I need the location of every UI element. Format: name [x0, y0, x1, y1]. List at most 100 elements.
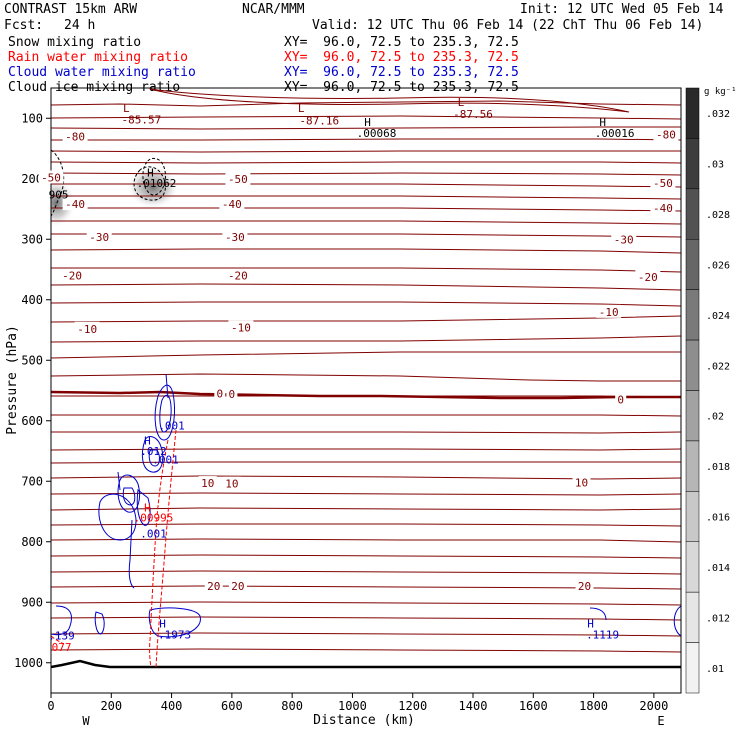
extremum-label: L	[458, 96, 465, 109]
isotherm	[51, 448, 681, 451]
extremum-label: .1119	[586, 628, 619, 641]
isotherm	[51, 301, 681, 307]
rain-water-contour	[51, 635, 65, 645]
isotherm	[51, 100, 681, 107]
isotherm	[149, 88, 630, 113]
colorbar-unit: g kg⁻¹	[704, 87, 737, 97]
extremum-label: .1973	[158, 628, 191, 641]
cloud-water-contour	[136, 489, 151, 526]
temperature-label: -40	[65, 198, 85, 211]
extremum-label: H	[599, 116, 606, 129]
isotherm	[51, 233, 681, 238]
extremum-label: H	[144, 435, 151, 448]
x-tick-label: 1600	[519, 699, 548, 713]
colorbar-tick-label: .032	[706, 109, 730, 120]
extremum-label: .00068	[357, 127, 397, 140]
colorbar-tick-label: .028	[706, 210, 730, 221]
colorbar-swatch	[685, 390, 700, 442]
extremum-label: -87.56	[453, 108, 493, 121]
y-tick-label: 1000	[14, 656, 43, 670]
isotherm	[51, 523, 681, 527]
temperature-label: -10	[77, 323, 97, 336]
init-time: Init: 12 UTC Wed 05 Feb 14	[520, 2, 724, 17]
extremum-label: 077	[52, 641, 72, 654]
isotherm	[51, 195, 681, 200]
temperature-label: -10	[231, 322, 251, 335]
isotherm	[51, 183, 681, 188]
isotherm	[51, 461, 681, 464]
cloud-water-contour	[94, 611, 105, 635]
temperature-label: -20	[62, 270, 82, 283]
colorbar-tick-label: .014	[706, 563, 730, 574]
temperature-label: -20	[228, 270, 248, 283]
temperature-label: 10	[575, 476, 588, 489]
temperature-label-bg	[59, 268, 85, 282]
y-tick-label: 500	[21, 353, 43, 367]
extremum-label: .01062	[137, 177, 177, 190]
temperature-label: -50	[41, 172, 61, 185]
cloud-water-contour	[122, 487, 136, 506]
y-tick-label: 300	[21, 232, 43, 246]
extremum-label: .00995	[134, 512, 174, 525]
isotherm	[51, 220, 681, 225]
temperature-label-bg	[635, 269, 661, 283]
extremum-label: -87.16	[299, 115, 339, 128]
temperature-label: 20	[207, 580, 220, 593]
rain-water-contour	[149, 439, 169, 668]
isotherm	[51, 373, 681, 382]
x-tick-label: 1800	[579, 699, 608, 713]
x-east-label: E	[657, 714, 664, 728]
colorbar-tick-label: .018	[706, 462, 730, 473]
forecast-label: Fcst:	[4, 18, 44, 33]
y-tick-label: 200	[21, 172, 43, 186]
extremum-label: .139	[48, 630, 75, 643]
surface-line	[51, 659, 681, 669]
temperature-label-bg	[225, 268, 251, 282]
y-tick-label: 100	[21, 111, 43, 125]
colorbar-swatch	[685, 339, 700, 391]
x-tick-label: 2000	[639, 699, 668, 713]
x-tick-label: 1000	[338, 699, 367, 713]
plot-frame	[50, 87, 682, 694]
snow-contour	[51, 149, 65, 217]
isotherm	[51, 492, 681, 496]
temperature-label-bg	[650, 175, 676, 189]
snow-contour	[133, 166, 166, 201]
colorbar-swatch	[685, 138, 700, 190]
isotherm	[51, 126, 681, 130]
y-tick-label: 400	[21, 293, 43, 307]
temperature-label: 10	[201, 477, 214, 490]
isotherm	[51, 554, 681, 559]
temperature-label-bg	[611, 232, 637, 246]
temperature-label: -50	[228, 173, 248, 186]
temperature-label-bg	[74, 321, 100, 335]
temperature-label: -20	[638, 271, 658, 284]
colorbar-tick-label: .016	[706, 513, 730, 524]
temperature-label-bg	[86, 229, 112, 243]
isotherm	[51, 315, 681, 323]
temperature-labels: -80 -80 -50 -50 -50 -40 -40 -40 -30 -30 -30 -20 -20 -…	[38, 127, 679, 593]
isotherm	[51, 475, 681, 480]
temperature-label-bg	[225, 171, 251, 185]
extremum-label: -85.57	[122, 113, 162, 126]
colorbar-swatch	[685, 188, 700, 240]
cloud-water-contour	[154, 384, 175, 441]
isotherm	[51, 538, 681, 543]
temperature-contours	[51, 88, 681, 653]
cloud-water-contour	[589, 607, 607, 621]
temperature-label: -80	[656, 129, 676, 142]
isotherm	[51, 601, 681, 606]
cloud-water-contour	[148, 449, 160, 467]
temperature-label-bg	[38, 170, 64, 184]
temperature-label: -40	[653, 202, 673, 215]
snow-contours	[51, 149, 166, 217]
temperature-label-bg	[222, 229, 248, 243]
isotherm	[51, 648, 681, 653]
y-tick-label: 800	[21, 535, 43, 549]
isotherm	[51, 172, 681, 176]
extremum-label: .00016	[595, 127, 635, 140]
colorbar-swatch	[685, 541, 700, 593]
freezing-level-line	[51, 390, 681, 400]
isotherm	[51, 161, 681, 164]
